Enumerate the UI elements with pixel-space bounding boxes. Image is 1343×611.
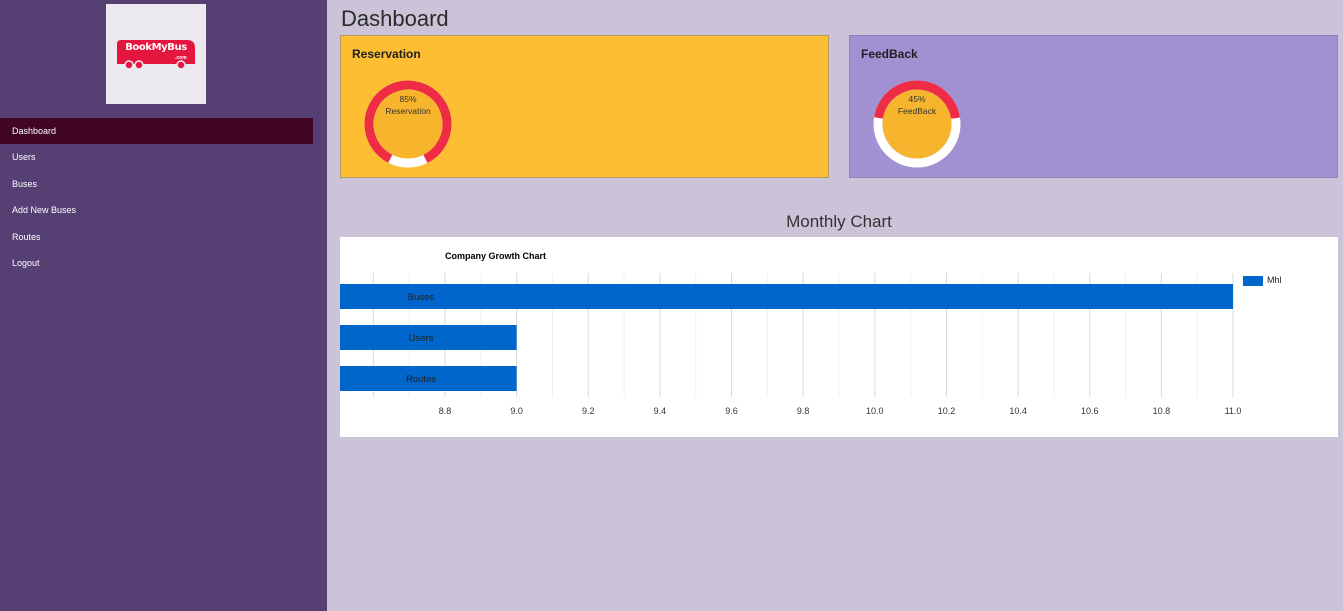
- category-label-routes: Routes: [406, 374, 436, 385]
- reservation-card: Reservation 85% Reservation: [340, 35, 829, 178]
- logo[interactable]: BookMyBus .com: [106, 4, 206, 104]
- x-tick-label: 9.0: [510, 406, 523, 416]
- feedback-card-title: FeedBack: [861, 47, 918, 61]
- feedback-gauge-label: 45% FeedBack: [872, 93, 962, 117]
- sidebar-item-buses[interactable]: Buses: [12, 178, 38, 189]
- reservation-gauge: [364, 80, 452, 168]
- chart-legend: Mhl: [1243, 275, 1282, 286]
- reservation-card-title: Reservation: [352, 47, 421, 61]
- reservation-gauge-arc: [364, 80, 452, 168]
- bar-users[interactable]: [340, 325, 517, 350]
- chart-canvas: Buses Users Routes 8.8 9.0 9.2 9.4 9.6 9.8 10.0 10…: [340, 273, 1242, 416]
- legend-label: Mhl: [1267, 275, 1282, 285]
- sidebar: BookMyBus .com Dashboard Users Buses Add…: [0, 0, 327, 611]
- reservation-gauge-center: [373, 89, 443, 159]
- feedback-percent: 45%: [908, 94, 926, 104]
- x-tick-label: 10.2: [938, 406, 956, 416]
- feedback-caption: FeedBack: [897, 106, 937, 116]
- x-tick-label: 9.8: [797, 406, 810, 416]
- x-tick-label: 10.4: [1009, 406, 1027, 416]
- reservation-gauge-label: 85% Reservation: [363, 93, 453, 117]
- page-title: Dashboard: [341, 6, 449, 31]
- feedback-card: FeedBack 45% FeedBack: [849, 35, 1338, 178]
- feedback-gauge: [873, 80, 961, 168]
- chart-title: Company Growth Chart: [445, 251, 547, 261]
- sidebar-item-routes[interactable]: Routes: [12, 231, 41, 242]
- x-tick-label: 11.0: [1225, 406, 1242, 416]
- section-title: Monthly Chart: [786, 212, 892, 231]
- x-tick-label: 9.2: [582, 406, 595, 416]
- x-tick-label: 9.4: [654, 406, 667, 416]
- logo-suffix: .com: [175, 55, 187, 61]
- company-growth-chart: Buses Users Routes 8.8 9.0 9.2 9.4 9.6 9.8 10.0 10…: [340, 237, 1338, 437]
- reservation-percent: 85%: [399, 94, 417, 104]
- sidebar-item-users[interactable]: Users: [12, 152, 36, 163]
- reservation-caption: Reservation: [385, 106, 431, 116]
- x-tick-label: 10.0: [866, 406, 884, 416]
- category-label-users: Users: [409, 333, 434, 344]
- bus-logo-icon: [117, 40, 195, 70]
- x-tick-label: 10.6: [1081, 406, 1099, 416]
- sidebar-nav: Dashboard Users Buses Add New Buses Rout…: [0, 118, 313, 276]
- x-tick-label: 10.8: [1153, 406, 1171, 416]
- x-tick-label: 8.8: [439, 406, 452, 416]
- feedback-gauge-center: [882, 89, 952, 159]
- sidebar-item-dashboard[interactable]: Dashboard: [0, 118, 313, 145]
- legend-swatch: [1243, 275, 1263, 286]
- feedback-gauge-arc: [873, 80, 961, 168]
- sidebar-item-logout[interactable]: Logout: [12, 257, 40, 268]
- category-label-buses: Buses: [408, 292, 435, 303]
- sidebar-item-add-new-buses[interactable]: Add New Buses: [12, 205, 77, 216]
- bar-buses[interactable]: [340, 284, 1233, 309]
- bar-routes[interactable]: [340, 366, 517, 391]
- x-tick-label: 9.6: [725, 406, 738, 416]
- logo-text: BookMyBus: [125, 42, 187, 53]
